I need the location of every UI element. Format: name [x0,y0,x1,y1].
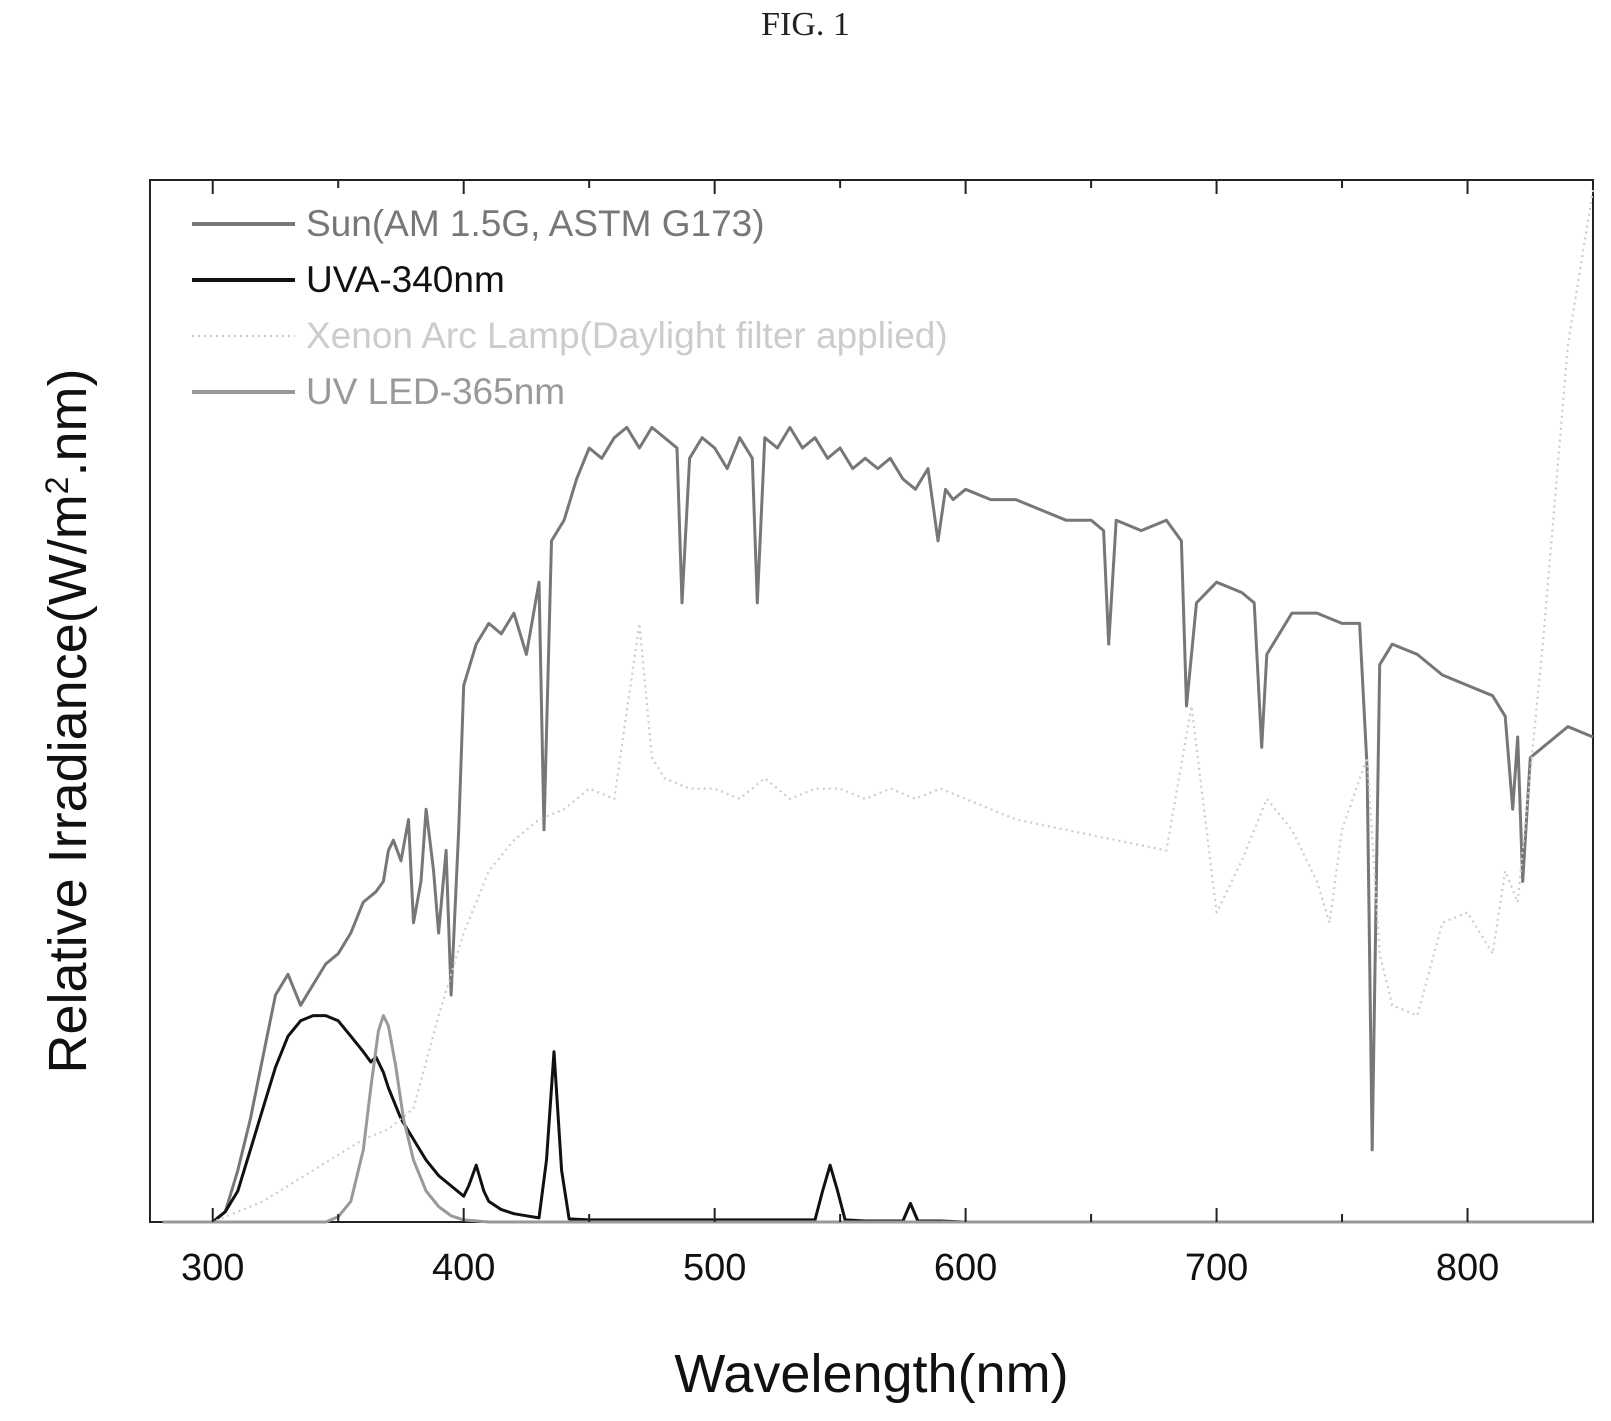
legend-label-1: Sun(AM 1.5G, ASTM G173) [306,203,765,244]
x-axis-title: Wavelength(nm) [674,1344,1068,1404]
legend-label-4: UV LED-365nm [306,371,565,412]
series-line-4 [162,1014,1593,1224]
series-line-3 [162,189,1595,1224]
x-tick-label: 700 [1185,1247,1248,1289]
x-tick-label: 600 [934,1247,997,1289]
legend-label-2: UVA-340nm [306,259,505,300]
y-axis-title: Relative Irradiance(W/m2.nm) [38,369,98,1074]
y-axis-title-tail: .nm) [38,369,98,477]
series-layer [162,189,1595,1224]
series-line-2 [162,1014,1593,1224]
x-tick-label: 800 [1436,1247,1499,1289]
axes-layer: 300 400 500 600 700 800 [181,180,1594,1289]
figure-label: FIG. 1 [761,6,850,43]
x-tick-label: 500 [683,1247,746,1289]
x-tick-label: 300 [181,1247,244,1289]
x-tick-label: 400 [432,1247,495,1289]
y-axis-title-superscript: 2 [39,477,75,495]
legend: Sun(AM 1.5G, ASTM G173) UVA-340nm Xenon Ar… [192,203,948,412]
legend-label-3: Xenon Arc Lamp(Daylight filter applied) [306,315,948,356]
series-line-1 [162,425,1594,1224]
